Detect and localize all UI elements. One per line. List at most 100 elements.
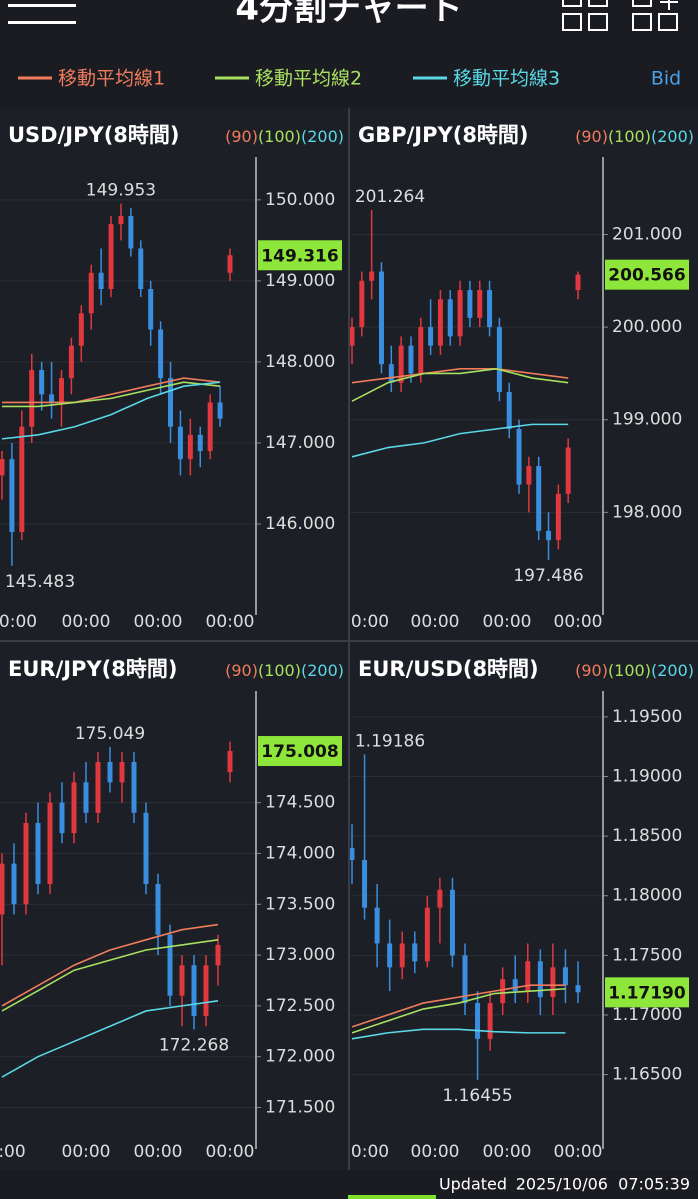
moving-average [1, 1000, 219, 1078]
candle-body [487, 1003, 493, 1039]
panel-divider [348, 108, 350, 1170]
candle-body [138, 248, 144, 289]
x-tick-label: 0:00 [0, 612, 37, 632]
moving-average [351, 987, 566, 1034]
x-tick-label: 00:00 [483, 1142, 532, 1162]
candle-body [179, 965, 185, 996]
candle-body [424, 907, 430, 962]
x-tick-label: 00:00 [62, 1142, 111, 1162]
candle-body [378, 271, 384, 365]
candle-body [575, 274, 581, 291]
legend-item[interactable]: 移動平均線1 [18, 68, 165, 90]
low-label: 197.486 [513, 566, 583, 586]
ma-period: (200) [651, 661, 694, 680]
candle-body [500, 979, 506, 1004]
candle-body [197, 434, 203, 452]
x-tick-label: 00:00 [411, 1142, 460, 1162]
candle-body [428, 327, 434, 346]
ma-periods: (90)(100)(200) [225, 661, 344, 680]
ma-period: (100) [258, 127, 301, 146]
ma-period: (90) [575, 127, 608, 146]
candle-body [177, 426, 183, 460]
candle-body [158, 329, 164, 379]
ma-period: (90) [575, 661, 608, 680]
y-tick-label: 148.000 [265, 352, 335, 372]
y-tick-label: 1.17500 [612, 945, 682, 965]
low-label: 1.16455 [442, 1086, 512, 1106]
x-tick-label: 00:00 [554, 1142, 603, 1162]
candle-body [457, 290, 463, 337]
ma-period: (200) [301, 661, 344, 680]
y-tick-label: 1.19000 [612, 767, 682, 787]
footer-bar [0, 1170, 698, 1199]
last-price-label: 175.008 [261, 742, 338, 762]
candle-body [119, 762, 125, 783]
y-tick-label: 147.000 [265, 433, 335, 453]
legend-label: 移動平均線2 [255, 68, 362, 90]
candle-body [462, 955, 468, 1004]
menu-line [8, 21, 76, 24]
candle-body [388, 364, 394, 383]
panel-title: EUR/USD(8時間) [358, 657, 539, 681]
high-label: 175.049 [75, 724, 145, 744]
candle-body [359, 280, 365, 328]
x-tick-label: 00:00 [134, 1142, 183, 1162]
icon-cell [632, 13, 652, 31]
ma-periods: (90)(100)(200) [575, 127, 694, 146]
candle-body [168, 378, 174, 427]
x-tick-label: 0:00 [351, 1142, 389, 1162]
ma-period: (100) [258, 661, 301, 680]
candle-body [47, 802, 53, 884]
candle-body [227, 255, 233, 273]
icon-cell [632, 0, 652, 7]
price-type[interactable]: Bid [651, 68, 681, 90]
y-tick-label: 172.500 [265, 996, 335, 1016]
candle-body [207, 402, 213, 452]
candle-body [418, 327, 424, 374]
x-tick-label: :00 [0, 1142, 26, 1162]
high-label: 1.19186 [355, 731, 425, 751]
candle-body [9, 459, 15, 533]
candle-body [39, 370, 45, 395]
bottom-indicator [348, 1195, 436, 1199]
candle-body [437, 889, 443, 908]
candle-body [362, 859, 368, 908]
moving-average [2, 381, 221, 408]
menu-button[interactable] [8, 4, 76, 24]
candle-body [203, 965, 209, 1017]
header-title: 4分割チャート [235, 0, 462, 29]
candle-body [546, 530, 552, 541]
legend-item[interactable]: 移動平均線2 [215, 68, 362, 90]
candle-body [512, 979, 518, 992]
panel-divider [0, 640, 698, 642]
moving-average [1, 939, 219, 1012]
moving-average [351, 367, 569, 402]
icon-cell [658, 13, 678, 31]
panel-title: USD/JPY(8時間) [8, 123, 180, 147]
candle-body [475, 1003, 481, 1039]
moving-average [1, 381, 221, 440]
candle-body [78, 313, 84, 346]
icon-cell [562, 13, 582, 31]
x-tick-label: 00:00 [411, 612, 460, 632]
x-tick-label: 00:00 [206, 612, 255, 632]
layout-2x2-button[interactable] [562, 0, 608, 31]
candle-body [118, 216, 124, 225]
candle-body [350, 848, 355, 860]
moving-average [351, 367, 569, 384]
last-price-box [258, 240, 342, 271]
candle-body [98, 272, 104, 289]
candle-body [88, 272, 94, 314]
y-tick-label: 1.19500 [612, 707, 682, 727]
low-label: 145.483 [5, 572, 75, 592]
x-tick-label: 00:00 [554, 612, 603, 632]
y-tick-label: 173.500 [265, 894, 335, 914]
y-tick-label: 1.16500 [612, 1065, 682, 1085]
layout-settings-button[interactable] [632, 0, 678, 31]
ma-period: (100) [608, 661, 651, 680]
candle-body [59, 802, 65, 834]
y-tick-label: 172.000 [265, 1047, 335, 1067]
x-tick-label: 00:00 [206, 1142, 255, 1162]
last-price-label: 149.316 [261, 246, 338, 266]
legend-item[interactable]: 移動平均線3 [413, 68, 560, 90]
